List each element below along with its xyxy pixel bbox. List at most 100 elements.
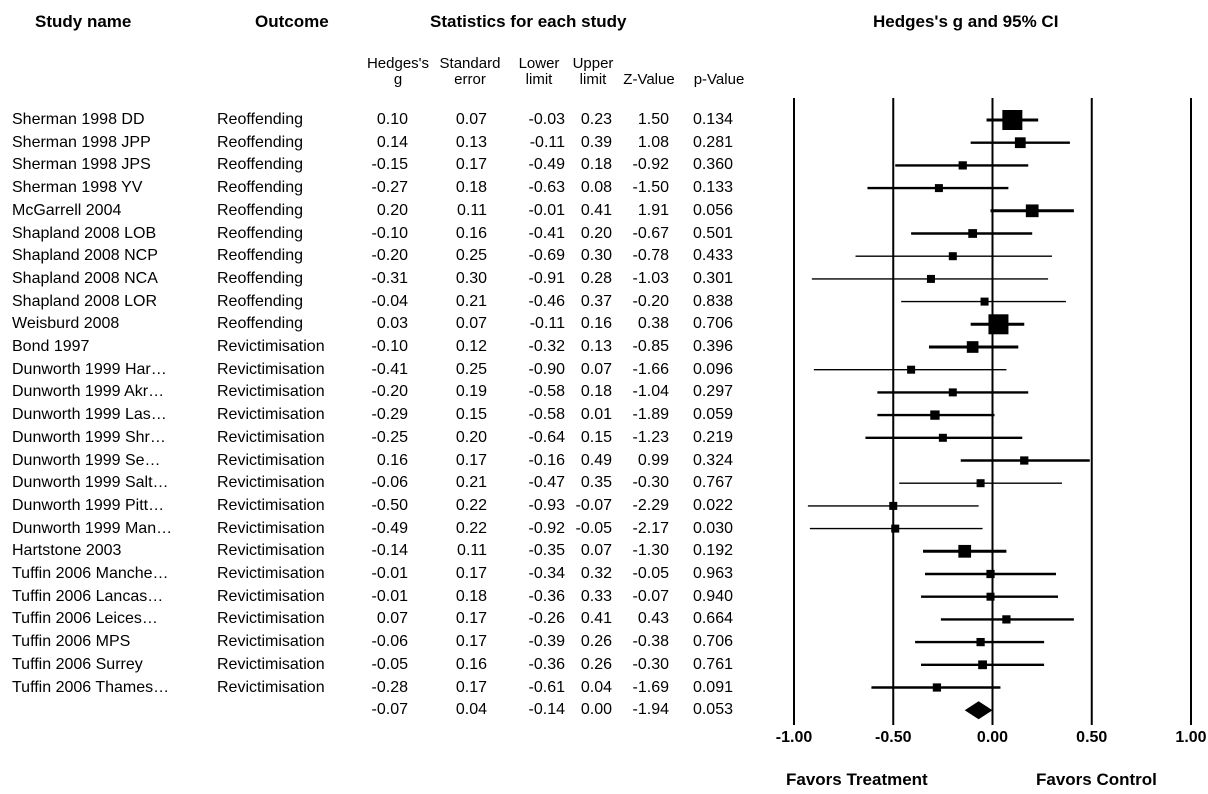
row-se-cell: 0.11 xyxy=(457,542,487,560)
lower-limit-subheader: Lower limit xyxy=(509,56,569,88)
row-up-cell: 0.18 xyxy=(580,156,612,174)
row-se-cell: 0.11 xyxy=(457,201,487,219)
row-z-cell: -0.78 xyxy=(632,247,669,265)
row-outcome-cell: Reoffending xyxy=(217,247,303,265)
upper-limit-subheader: Upper limit xyxy=(565,56,621,88)
row-up-cell: -0.07 xyxy=(575,496,612,514)
summary-se-cell: 0.04 xyxy=(455,701,487,719)
summary-diamond xyxy=(964,701,993,720)
row-study-name-cell: Shapland 2008 NCP xyxy=(12,247,158,265)
row-p-cell: 0.297 xyxy=(692,383,733,401)
row-z-cell: -0.20 xyxy=(632,292,669,310)
row-se-cell: 0.07 xyxy=(455,111,487,128)
row-study-name-cell: Sherman 1998 JPS xyxy=(12,156,151,174)
row-lo-cell: -0.90 xyxy=(528,360,565,378)
row-g-cell: -0.14 xyxy=(371,542,408,560)
standard-error-subheader: Standard error xyxy=(430,56,510,88)
row-up-cell: 0.13 xyxy=(580,338,612,355)
row-g-cell: -0.01 xyxy=(371,565,408,582)
standard-error-subheader-line2: error xyxy=(454,71,486,88)
row-up-cell: 0.26 xyxy=(580,655,612,673)
row-study-name-cell: Hartstone 2003 xyxy=(12,542,122,560)
row-outcome-cell: Revictimisation xyxy=(217,542,325,560)
row-study-name-cell: Shapland 2008 NCA xyxy=(12,269,158,287)
row-g-cell: 0.07 xyxy=(376,610,408,628)
row-outcome-cell: Revictimisation xyxy=(217,655,325,673)
row-z-cell: -2.29 xyxy=(632,496,669,514)
row-z-cell: 0.43 xyxy=(637,610,669,628)
row-p-cell: 0.706 xyxy=(692,315,733,333)
row-p-cell: 0.501 xyxy=(692,224,733,242)
row-up-cell: 0.16 xyxy=(580,315,612,333)
row-lo-cell: -0.58 xyxy=(528,406,565,424)
row-outcome-cell: Reoffending xyxy=(217,269,303,287)
row-outcome-cell: Reoffending xyxy=(217,315,303,333)
row-outcome-cell: Reoffending xyxy=(217,201,303,219)
summary-z-cell: -1.94 xyxy=(632,701,669,719)
row-study-name-cell: Dunworth 1999 Pitt… xyxy=(12,496,165,514)
row-up-cell: 0.35 xyxy=(580,474,612,492)
row-lo-cell: -0.34 xyxy=(528,565,565,582)
summary-p-cell: 0.053 xyxy=(692,701,733,719)
row-p-cell: 0.134 xyxy=(692,111,733,128)
row-p-cell: 0.059 xyxy=(692,406,733,424)
row-z-cell: -0.67 xyxy=(632,224,669,242)
effect-marker-20 xyxy=(986,569,995,579)
row-up-cell: 0.20 xyxy=(580,224,612,242)
z-value-subheader: Z-Value xyxy=(623,71,675,88)
row-g-cell: -0.05 xyxy=(371,655,408,673)
row-outcome-cell: Reoffending xyxy=(217,224,303,242)
row-outcome-cell: Revictimisation xyxy=(217,383,325,401)
row-study-name-cell: Dunworth 1999 Salt… xyxy=(12,474,169,492)
effect-marker-22 xyxy=(1002,615,1011,624)
row-lo-cell: -0.91 xyxy=(528,269,565,287)
row-se-cell: 0.19 xyxy=(455,383,487,401)
row-z-cell: -1.04 xyxy=(632,383,669,401)
row-g-cell: -0.31 xyxy=(371,269,408,287)
row-p-cell: 0.281 xyxy=(692,133,733,151)
row-g-cell: 0.10 xyxy=(376,111,408,128)
x-tick-label: 0.00 xyxy=(976,729,1009,746)
row-p-cell: 0.664 xyxy=(692,610,733,628)
effect-marker-13 xyxy=(930,410,940,420)
row-g-cell: -0.15 xyxy=(371,156,408,174)
row-p-cell: 0.360 xyxy=(692,156,733,174)
row-lo-cell: -0.63 xyxy=(528,179,565,197)
plot-title: Hedges's g and 95% CI xyxy=(873,12,1059,31)
row-up-cell: 0.39 xyxy=(580,133,612,151)
row-up-cell: -0.05 xyxy=(575,519,612,537)
row-z-cell: -1.69 xyxy=(632,678,669,696)
summary-g-cell: -0.07 xyxy=(371,701,408,719)
row-se-cell: 0.21 xyxy=(455,474,487,492)
row-outcome-cell: Revictimisation xyxy=(217,633,325,651)
row-se-cell: 0.18 xyxy=(455,179,487,197)
row-up-cell: 0.26 xyxy=(580,633,612,651)
row-lo-cell: -0.93 xyxy=(528,496,565,514)
row-study-name-cell: Dunworth 1999 Akr… xyxy=(12,383,165,401)
row-g-cell: -0.25 xyxy=(371,428,408,446)
row-z-cell: 1.91 xyxy=(637,201,669,219)
row-up-cell: 0.01 xyxy=(580,406,612,424)
row-g-cell: -0.06 xyxy=(371,633,408,651)
row-outcome-cell: Revictimisation xyxy=(217,338,325,355)
row-lo-cell: -0.11 xyxy=(529,315,565,333)
row-g-cell: -0.27 xyxy=(371,179,408,197)
row-lo-cell: -0.26 xyxy=(528,610,565,628)
row-z-cell: -1.89 xyxy=(632,406,669,424)
row-outcome-cell: Reoffending xyxy=(217,179,303,197)
row-study-name-cell: Shapland 2008 LOB xyxy=(12,224,157,242)
effect-marker-3 xyxy=(934,184,943,193)
row-z-cell: 1.08 xyxy=(637,133,669,151)
row-study-name-cell: Dunworth 1999 Man… xyxy=(12,519,173,537)
row-se-cell: 0.20 xyxy=(455,428,487,446)
row-se-cell: 0.16 xyxy=(455,655,487,673)
row-up-cell: 0.07 xyxy=(580,542,612,560)
row-p-cell: 0.767 xyxy=(692,474,733,492)
row-se-cell: 0.21 xyxy=(455,292,487,310)
row-p-cell: 0.030 xyxy=(692,519,733,537)
row-study-name-cell: Weisburd 2008 xyxy=(12,315,120,333)
row-z-cell: -0.30 xyxy=(632,474,669,492)
hedges-g-subheader-line2: g xyxy=(393,71,403,88)
x-tick-label: -1.00 xyxy=(775,729,813,746)
row-p-cell: 0.096 xyxy=(692,360,733,378)
